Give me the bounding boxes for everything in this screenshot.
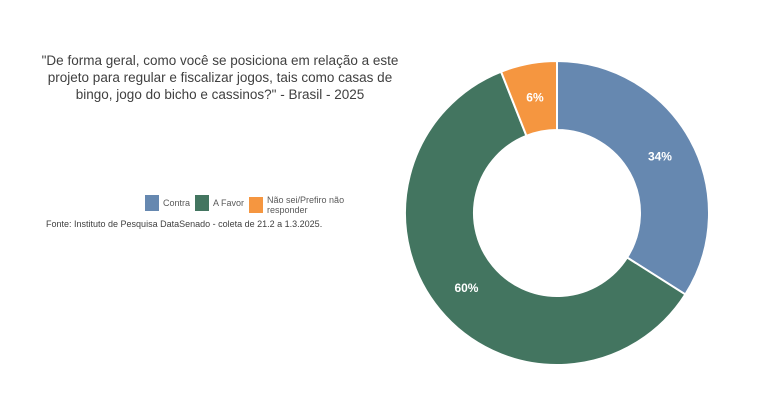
legend-item-contra: Contra: [145, 195, 190, 211]
legend-label: A Favor: [213, 198, 245, 208]
data-label: 6%: [526, 91, 544, 105]
slice-a-favor: [404, 70, 687, 366]
legend-swatch: [145, 195, 159, 211]
legend-swatch: [249, 197, 264, 213]
data-label: 34%: [648, 149, 672, 163]
legend: Contra A Favor Não sei/Prefiro não respo…: [145, 195, 357, 215]
data-label: 60%: [454, 281, 478, 295]
legend-item-nao-sei: Não sei/Prefiro não responder: [249, 195, 352, 215]
slice-contra: [556, 59, 710, 296]
slice-n-o-sei-prefiro-n-o-responder: [499, 59, 558, 138]
chart-title: "De forma geral, como você se posiciona …: [41, 53, 399, 102]
legend-label: Não sei/Prefiro não responder: [267, 195, 345, 215]
legend-swatch: [195, 195, 210, 211]
source-note: Fonte: Instituto de Pesquisa DataSenado …: [46, 219, 323, 229]
legend-label: Contra: [163, 198, 191, 208]
legend-item-a-favor: A Favor: [195, 195, 244, 211]
